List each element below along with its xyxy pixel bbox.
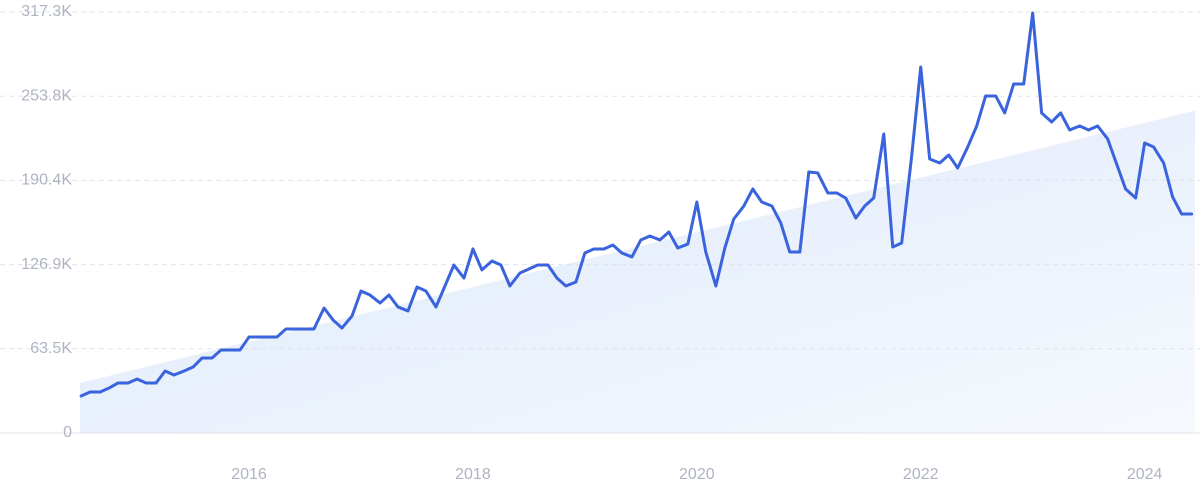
y-tick-label: 253.8K bbox=[21, 87, 72, 104]
x-tick-label: 2016 bbox=[231, 466, 267, 483]
trend-area bbox=[80, 110, 1195, 433]
y-tick-label: 317.3K bbox=[21, 3, 72, 20]
y-tick-label: 0 bbox=[63, 424, 72, 441]
x-tick-label: 2024 bbox=[1127, 466, 1163, 483]
data-line bbox=[79, 11, 1194, 398]
x-tick-label: 2018 bbox=[455, 466, 491, 483]
x-tick-label: 2022 bbox=[903, 466, 939, 483]
y-tick-label: 126.9K bbox=[21, 256, 72, 273]
x-tick-label: 2020 bbox=[679, 466, 715, 483]
y-tick-label: 190.4K bbox=[21, 172, 72, 189]
y-tick-label: 63.5K bbox=[30, 340, 72, 357]
